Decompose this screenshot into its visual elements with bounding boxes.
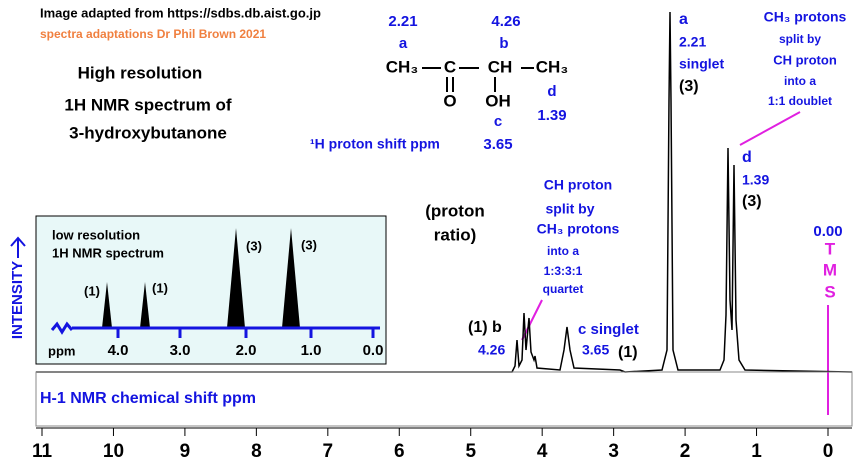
- x-tick-label: 1: [751, 441, 762, 462]
- atom: C: [444, 57, 456, 76]
- shift-caption: ¹H proton shift ppm: [310, 136, 440, 152]
- x-tick-label: 0: [823, 441, 834, 462]
- doublet-note: into a: [784, 74, 816, 88]
- x-tick-label: 8: [251, 441, 262, 462]
- inset-ratio: (1): [84, 283, 100, 298]
- peak-label: 1.39: [742, 172, 769, 188]
- peak-label: 3.65: [582, 342, 609, 358]
- inset-ratio: (1): [152, 280, 168, 295]
- mol-label: b: [499, 35, 508, 52]
- mol-label: d: [547, 83, 556, 100]
- inset-unit: ppm: [48, 343, 75, 358]
- doublet-note: split by: [779, 32, 821, 46]
- inset-box: [35, 215, 387, 365]
- quartet-note: split by: [545, 201, 594, 217]
- x-axis-label: H-1 NMR chemical shift ppm: [40, 390, 256, 407]
- header-source: Image adapted from https://sdbs.db.aist.…: [40, 5, 321, 20]
- peak-label: d: [742, 149, 752, 166]
- atom: O: [443, 91, 456, 110]
- y-arrow: [10, 236, 26, 258]
- tms-label: T: [825, 239, 836, 258]
- inset-tick-label: 2.0: [236, 342, 257, 359]
- ratio-note: (proton: [425, 201, 484, 220]
- peak-label: c singlet: [578, 321, 639, 338]
- pointer: [739, 111, 801, 146]
- axis-break: [50, 321, 74, 335]
- inset-tick-label: 3.0: [170, 342, 191, 359]
- doublet-note: CH proton: [773, 52, 837, 67]
- ratio-note: ratio): [434, 225, 477, 244]
- inset-title: low resolution: [52, 227, 140, 242]
- x-tick-label: 5: [465, 441, 476, 462]
- x-tick-label: 7: [323, 441, 334, 462]
- title-line: 1H NMR spectrum of: [64, 95, 232, 114]
- x-tick-label: 11: [32, 441, 53, 462]
- peak-label: (1) b: [468, 319, 502, 336]
- peak-label: (1): [618, 344, 638, 361]
- peak-label: (3): [742, 193, 762, 210]
- peak-label: (3): [679, 78, 699, 95]
- inset-title: 1H NMR spectrum: [52, 245, 164, 260]
- inset-ticks: [116, 328, 375, 338]
- quartet-note: into a: [547, 244, 579, 258]
- mol-label: 1.39: [537, 107, 566, 124]
- quartet-note: CH proton: [544, 177, 612, 193]
- doublet-note: CH₃ protons: [764, 9, 847, 25]
- doublet-note: 1:1 doublet: [768, 94, 832, 108]
- mol-label: 4.26: [491, 13, 520, 30]
- x-tick-label: 2: [680, 441, 691, 462]
- spectrum: [36, 11, 853, 373]
- inset-peaks: [102, 228, 300, 328]
- inset-tick-label: 0.0: [363, 342, 384, 359]
- header-credit: spectra adaptations Dr Phil Brown 2021: [40, 27, 266, 41]
- mol-label: c: [494, 113, 502, 130]
- inset-ratio: (3): [301, 237, 317, 252]
- peak-label: 4.26: [478, 342, 505, 358]
- atom: CH₃: [536, 57, 568, 76]
- inset-tick-label: 4.0: [108, 342, 129, 359]
- axis-box: [35, 371, 853, 427]
- quartet-note: CH₃ protons: [537, 221, 620, 237]
- y-axis-label: INTENSITY: [9, 261, 26, 339]
- x-tick-label: 9: [180, 441, 191, 462]
- tms-label: S: [824, 282, 835, 301]
- mol-label: a: [399, 35, 408, 52]
- quartet-note: 1:3:3:1: [544, 264, 583, 278]
- atom: OH: [485, 91, 511, 110]
- title-line: 3-hydroxybutanone: [69, 123, 227, 142]
- mol-label: 2.21: [388, 13, 417, 30]
- bonds: [422, 67, 534, 92]
- tms-label: 0.00: [813, 223, 842, 240]
- mol-label: 3.65: [483, 136, 512, 153]
- x-tick-label: 4: [537, 441, 548, 462]
- atom: CH: [488, 57, 513, 76]
- inset-ratio: (3): [246, 238, 262, 253]
- x-tick-label: 6: [394, 441, 405, 462]
- inset-tick-label: 1.0: [301, 342, 322, 359]
- tms-label: M: [823, 260, 837, 279]
- peak-label: 2.21: [679, 34, 706, 50]
- x-tick-label: 10: [103, 441, 124, 462]
- x-tick-label: 3: [608, 441, 619, 462]
- peak-label: a: [679, 11, 688, 28]
- atom: CH₃: [386, 57, 418, 76]
- title-line: High resolution: [78, 63, 203, 82]
- peak-label: singlet: [679, 56, 724, 72]
- quartet-note: quartet: [543, 282, 584, 296]
